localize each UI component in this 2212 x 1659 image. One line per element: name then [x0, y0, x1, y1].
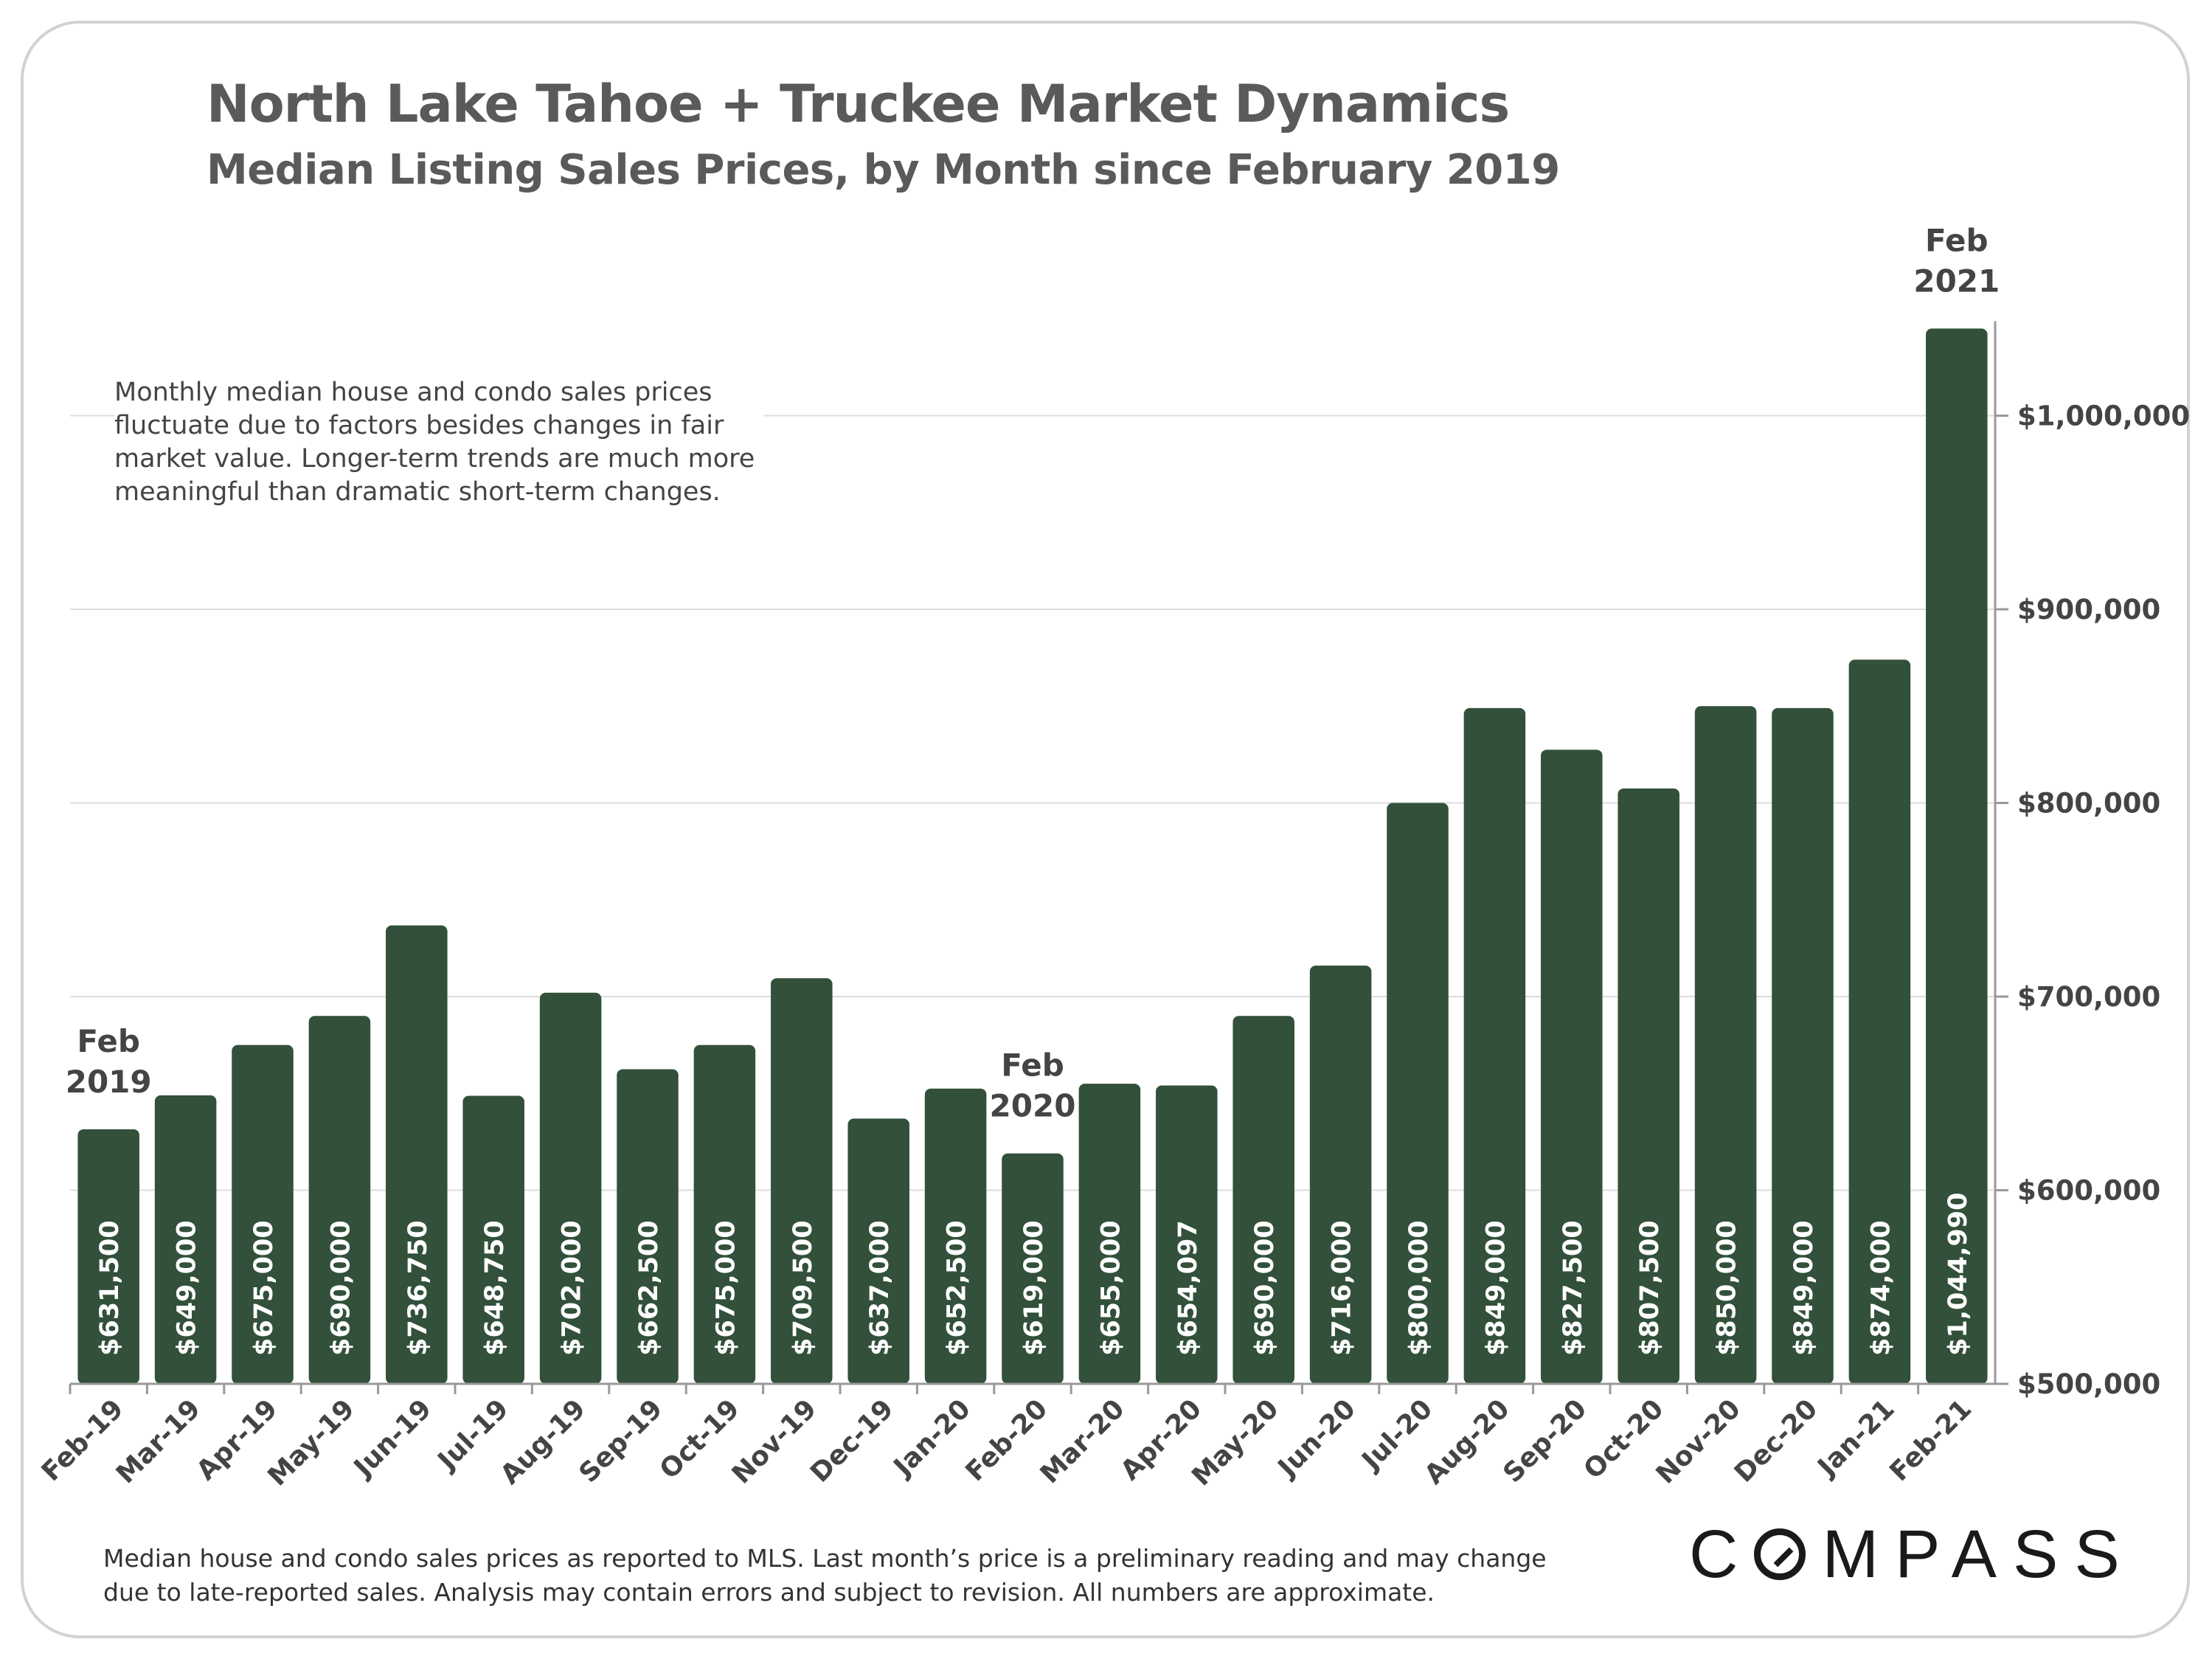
bars: [77, 328, 1988, 1384]
bar: [847, 1118, 909, 1384]
x-tick-label: May-19: [262, 1393, 360, 1492]
bar-value-label: $675,000: [249, 1220, 279, 1356]
logo-letter-c: C: [1689, 1517, 1755, 1592]
bar-value-label: $849,000: [1789, 1220, 1819, 1356]
bar-value-label: $702,000: [558, 1220, 587, 1356]
bar-value-label: $690,000: [1250, 1220, 1280, 1356]
y-tick-label: $900,000: [2017, 594, 2160, 626]
year-annotation: Feb 2021: [1913, 222, 2000, 299]
bar: [1848, 659, 1911, 1384]
x-tick-label: Mar-20: [1035, 1393, 1131, 1489]
bar-value-label: $655,000: [1096, 1220, 1126, 1356]
bar-value-label: $652,500: [943, 1220, 972, 1356]
bar-value-label: $827,500: [1559, 1220, 1588, 1356]
x-tick-label: Nov-19: [727, 1393, 822, 1489]
bar-value-label: $1,044,990: [1944, 1193, 1973, 1356]
year-annotation: Feb 2020: [990, 1047, 1076, 1124]
x-tick-label: Jun-20: [1271, 1393, 1362, 1484]
chart-subtitle: Median Listing Sales Prices, by Month si…: [207, 146, 1560, 194]
bar: [539, 992, 602, 1384]
compass-o-icon: [1754, 1528, 1806, 1580]
bar: [771, 978, 833, 1384]
bar: [1232, 1016, 1294, 1384]
bar-value-label: $654,097: [1173, 1220, 1203, 1356]
annotation-line: Feb: [1001, 1047, 1064, 1084]
x-tick-label: Dec-19: [805, 1393, 899, 1488]
bar-value-label: $631,500: [95, 1220, 125, 1356]
bar-value-label: $648,750: [480, 1220, 510, 1356]
x-tick-label: Jun-19: [347, 1393, 437, 1484]
footnote-line-1: Median house and condo sales prices as r…: [103, 1544, 1547, 1573]
x-tick-label: Aug-19: [495, 1393, 592, 1490]
x-tick-label: May-20: [1186, 1393, 1284, 1492]
bar: [693, 1045, 756, 1384]
bar-value-label: $675,000: [711, 1220, 741, 1356]
bar-value-label: $807,500: [1635, 1220, 1665, 1356]
annotation-line: Feb: [1925, 222, 1989, 258]
bar: [1078, 1084, 1141, 1384]
bar: [1387, 803, 1449, 1384]
bar-value-label: $690,000: [326, 1220, 356, 1356]
x-tick-label: Jan-20: [887, 1393, 977, 1483]
x-tick-label: Sep-20: [1497, 1393, 1592, 1489]
bar: [77, 1129, 139, 1384]
bar-value-label: $736,750: [403, 1220, 433, 1356]
bar-value-label: $662,500: [634, 1220, 664, 1356]
bar-value-label: $874,000: [1866, 1220, 1896, 1356]
bar: [1002, 1153, 1064, 1384]
chart-note: Monthly median house and condo sales pri…: [114, 369, 763, 516]
bar: [308, 1016, 371, 1384]
footnote-line-2: due to late-reported sales. Analysis may…: [103, 1578, 1435, 1607]
year-annotation: Feb 2019: [66, 1023, 152, 1100]
x-tick-label: Aug-20: [1419, 1393, 1516, 1490]
bar-value-label: $637,000: [865, 1220, 895, 1356]
bar: [1926, 328, 1988, 1384]
chart-title: North Lake Tahoe + Truckee Market Dynami…: [207, 74, 1510, 134]
x-tick-label: Jan-21: [1811, 1393, 1901, 1483]
bar: [232, 1045, 294, 1384]
y-tick-label: $700,000: [2017, 981, 2160, 1013]
annotation-line: Feb: [77, 1023, 140, 1059]
bar-value-label: $800,000: [1404, 1220, 1434, 1356]
bar: [1541, 749, 1603, 1384]
bar-value-label: $716,000: [1328, 1220, 1357, 1356]
annotation-line: 2020: [990, 1088, 1076, 1124]
compass-logo: C MPASS: [1689, 1516, 2136, 1593]
x-tick-label: Sep-19: [574, 1393, 669, 1489]
bar: [1463, 707, 1526, 1384]
bar: [1618, 788, 1679, 1384]
logo-letters: MPASS: [1822, 1517, 2136, 1592]
bar: [386, 925, 448, 1384]
axes: [69, 321, 2008, 1394]
bar-value-label: $619,000: [1019, 1220, 1049, 1356]
annotation-line: 2021: [1913, 263, 2000, 299]
x-tick-label: Dec-20: [1729, 1393, 1823, 1488]
bar: [154, 1095, 217, 1384]
bar: [1772, 707, 1834, 1384]
bar-value-label: $849,000: [1481, 1220, 1511, 1356]
x-tick-label: Mar-19: [111, 1393, 207, 1489]
bar: [1309, 966, 1372, 1384]
bar: [924, 1088, 987, 1384]
annotation-line: 2019: [66, 1064, 152, 1100]
x-tick-label: Feb-21: [1884, 1393, 1977, 1487]
x-tick-label: Nov-20: [1651, 1393, 1747, 1489]
bar: [1694, 706, 1757, 1384]
y-tick-label: $600,000: [2017, 1175, 2160, 1207]
bar-value-label: $850,000: [1713, 1220, 1742, 1356]
y-tick-label: $500,000: [2017, 1368, 2160, 1400]
footnote: Median house and condo sales prices as r…: [103, 1542, 1652, 1610]
bar: [1156, 1085, 1218, 1384]
y-tick-label: $1,000,000: [2017, 401, 2190, 432]
bar-value-label: $709,500: [788, 1220, 818, 1356]
bar-value-label: $649,000: [173, 1220, 202, 1356]
y-tick-label: $800,000: [2017, 788, 2160, 820]
bar: [617, 1069, 679, 1384]
bar: [462, 1095, 524, 1384]
